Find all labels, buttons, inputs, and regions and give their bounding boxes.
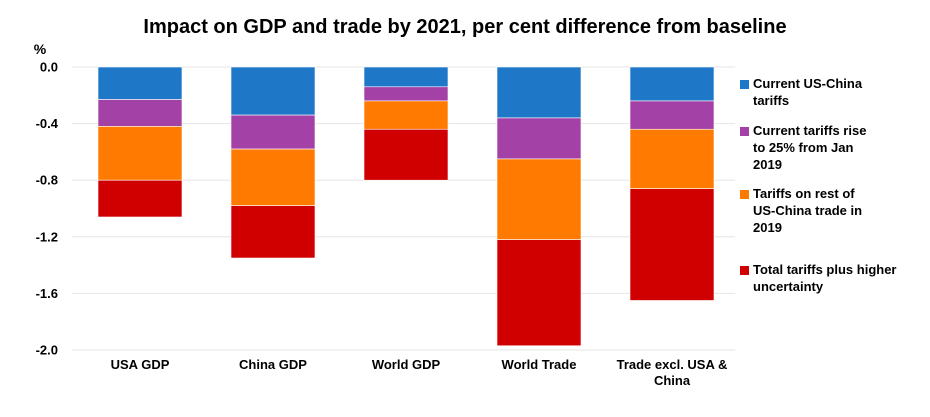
bar-segment-4-1 <box>629 100 715 130</box>
bars <box>97 66 715 347</box>
bar-segment-3-0 <box>496 66 582 119</box>
bar-segment-3-3 <box>496 239 582 347</box>
y-tick-label: -1.6 <box>36 286 58 301</box>
bar-segment-1-1 <box>230 114 316 150</box>
legend-label: Current tariffs rise to 25% from Jan 2019 <box>753 123 866 172</box>
bar-segment-4-2 <box>629 128 715 189</box>
y-tick-label: 0.0 <box>40 60 58 75</box>
legend-label: Tariffs on rest of US-China trade in 2019 <box>753 186 862 235</box>
bar-segment-0-1 <box>97 99 183 127</box>
x-category-label: Trade excl. USA & China <box>617 357 728 388</box>
legend-swatch <box>740 266 749 275</box>
bar-segment-0-3 <box>97 179 183 218</box>
bar-segment-2-2 <box>363 100 449 130</box>
bar-segment-1-3 <box>230 205 316 259</box>
legend-swatch <box>740 80 749 89</box>
x-axis-category-labels: USA GDP China GDP World GDP World Trade Trad… <box>111 357 728 388</box>
legend-swatch <box>740 190 749 199</box>
bar-segment-3-1 <box>496 117 582 160</box>
bar-segment-3-2 <box>496 158 582 240</box>
bar-segment-0-2 <box>97 126 183 181</box>
bar-segment-4-0 <box>629 66 715 102</box>
chart-title: Impact on GDP and trade by 2021, per cen… <box>143 16 786 38</box>
x-category-label: USA GDP <box>111 357 170 372</box>
bar-segment-4-3 <box>629 188 715 301</box>
bar-segment-1-2 <box>230 148 316 206</box>
x-category-label: World Trade <box>502 357 577 372</box>
legend: Current US-China tariffs Current tariffs r… <box>740 76 897 294</box>
y-tick-label: -0.8 <box>36 173 58 188</box>
bar-segment-2-3 <box>363 128 449 181</box>
y-axis-unit-label: % <box>34 41 47 57</box>
y-axis-ticks: 0.0 -0.4 -0.8 -1.2 -1.6 -2.0 <box>36 60 59 358</box>
legend-swatch <box>740 127 749 136</box>
y-tick-label: -2.0 <box>36 343 58 358</box>
legend-label: Current US-China tariffs <box>753 76 863 108</box>
bar-segment-2-1 <box>363 86 449 102</box>
y-tick-label: -1.2 <box>36 229 58 244</box>
bar-segment-2-0 <box>363 66 449 88</box>
x-category-label: World GDP <box>372 357 441 372</box>
legend-label: Total tariffs plus higher uncertainty <box>753 262 897 294</box>
bar-segment-1-0 <box>230 66 316 116</box>
bar-segment-0-0 <box>97 66 183 100</box>
x-category-label: China GDP <box>239 357 307 372</box>
y-tick-label: -0.4 <box>36 116 59 131</box>
